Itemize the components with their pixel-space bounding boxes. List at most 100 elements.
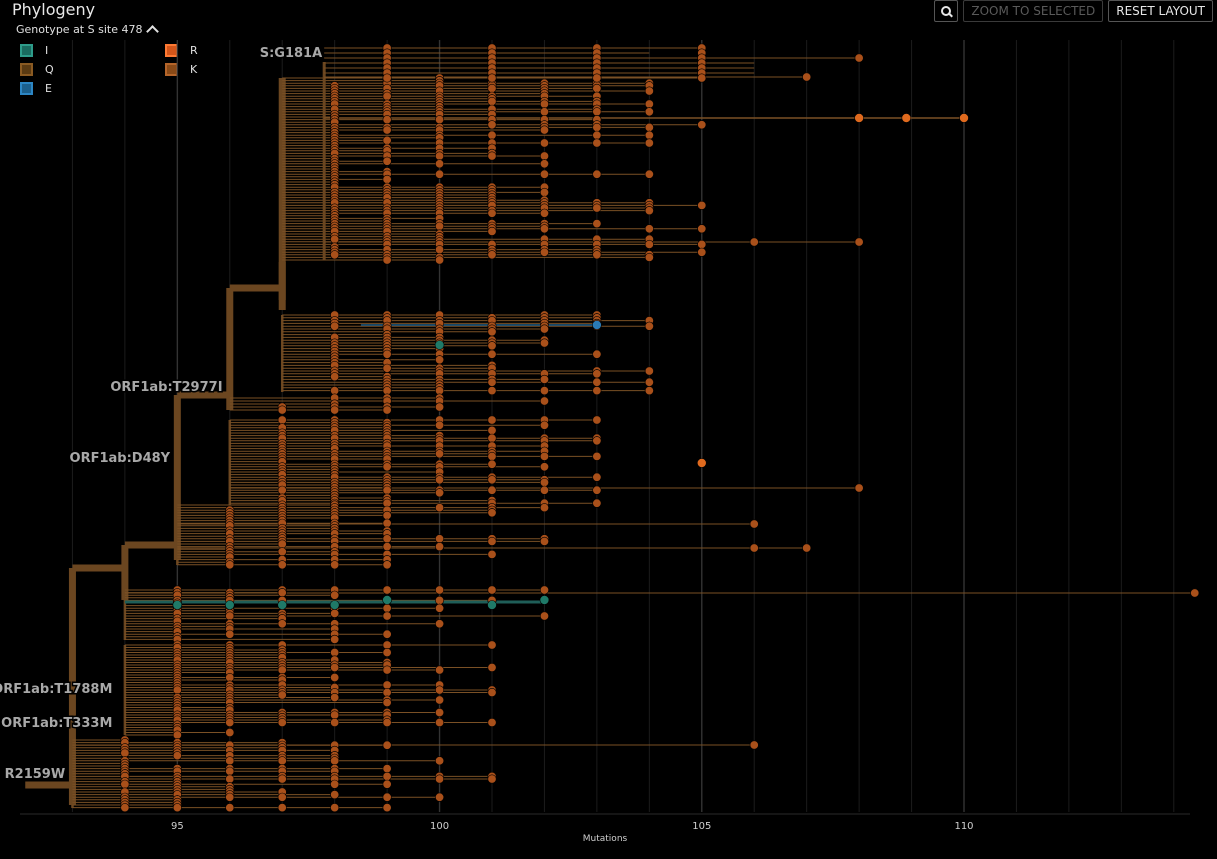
tree-tip[interactable] [487,451,497,461]
tree-tip[interactable] [592,472,602,482]
tree-tip[interactable] [225,611,235,621]
tree-tip[interactable] [539,187,549,197]
tree-tip[interactable] [487,327,497,337]
tree-tip[interactable] [592,83,602,93]
tree-tip[interactable] [592,203,602,213]
tree-tip[interactable] [592,250,602,260]
tree-tip[interactable] [592,320,602,330]
tree-tip[interactable] [277,547,287,557]
tree-tip[interactable] [330,779,340,789]
tree-tip[interactable] [330,672,340,682]
tree-tip[interactable] [644,224,654,234]
tree-tip[interactable] [172,685,182,695]
tree-tip[interactable] [487,549,497,559]
tree-tip[interactable] [435,534,445,544]
tree-tip[interactable] [644,86,654,96]
tree-tip[interactable] [539,396,549,406]
tree-tip[interactable] [382,91,392,101]
tree-tip[interactable] [330,803,340,813]
tree-tip[interactable] [749,740,759,750]
tree-tip[interactable] [539,224,549,234]
tree-tip[interactable] [487,536,497,546]
tree-tip[interactable] [382,485,392,495]
tree-tip[interactable] [435,542,445,552]
tree-tip[interactable] [382,542,392,552]
tree-tip[interactable] [330,590,340,600]
tree-tip[interactable] [854,113,864,123]
tree-tip[interactable] [854,483,864,493]
tree-tip[interactable] [120,748,130,758]
tree-tip[interactable] [120,779,130,789]
tree-tip[interactable] [434,340,445,350]
zoom-button[interactable] [934,0,959,22]
tree-tip[interactable] [382,125,392,135]
tree-tip[interactable] [225,774,235,784]
tree-tip[interactable] [539,503,549,513]
tree-tip[interactable] [487,96,497,106]
tree-tip[interactable] [644,386,654,396]
tree-tip[interactable] [697,120,707,130]
tree-tip[interactable] [539,159,549,169]
tree-tip[interactable] [539,338,549,348]
tree-tip[interactable] [644,206,654,216]
tree-tip[interactable] [330,756,340,766]
tree-tip[interactable] [592,219,602,229]
tree-tip[interactable] [539,420,549,430]
tree-tip[interactable] [487,377,497,387]
tree-tip[interactable] [330,692,340,702]
tree-tip[interactable] [539,451,549,461]
tree-tip[interactable] [435,245,445,255]
legend-item-i[interactable]: I [20,44,48,57]
tree-tip[interactable] [435,475,445,485]
tree-tip[interactable] [382,255,392,265]
tree-tip[interactable] [592,122,602,132]
tree-tip[interactable] [592,436,602,446]
tree-tip[interactable] [435,115,445,125]
tree-tip[interactable] [539,125,549,135]
tree-tip[interactable] [487,83,497,93]
tree-tip[interactable] [644,377,654,387]
tree-tip[interactable] [435,449,445,459]
tree-tip[interactable] [225,560,235,570]
tree-tip[interactable] [277,588,287,598]
tree-tip[interactable] [539,611,549,621]
tree-tip[interactable] [644,321,654,331]
tree-tip[interactable] [487,341,497,351]
tree-tip[interactable] [539,386,549,396]
tree-tip[interactable] [172,803,182,813]
tree-tip[interactable] [330,234,340,244]
tree-tip[interactable] [539,247,549,257]
tree-tip[interactable] [382,792,392,802]
tree-tip[interactable] [487,151,497,161]
tree-tip[interactable] [644,99,654,109]
tree-tip[interactable] [487,386,497,396]
tree-tip[interactable] [644,107,654,117]
tree-tip[interactable] [592,138,602,148]
tree-tip[interactable] [539,585,549,595]
tree-tip[interactable] [592,415,602,425]
tree-tip[interactable] [382,803,392,813]
tree-tip[interactable] [382,603,392,613]
tree-tip[interactable] [435,717,445,727]
tree-tip[interactable] [487,433,497,443]
tree-tip[interactable] [592,485,602,495]
tree-tip[interactable] [277,619,287,629]
tree-tip[interactable] [277,792,287,802]
tree-tips[interactable] [120,43,1200,813]
tree-tip[interactable] [539,324,549,334]
tree-tip[interactable] [277,717,287,727]
tree-tip[interactable] [382,405,392,415]
tree-tip[interactable] [487,687,497,697]
tree-tip[interactable] [539,462,549,472]
tree-tip[interactable] [487,349,497,359]
tree-tip[interactable] [539,208,549,218]
tree-tip[interactable] [435,402,445,412]
tree-tip[interactable] [901,113,912,123]
tree-tip[interactable] [592,169,602,179]
tree-tip[interactable] [435,695,445,705]
tree-tip[interactable] [1190,588,1200,598]
tree-tip[interactable] [435,355,445,365]
tree-tip[interactable] [487,485,497,495]
tree-tip[interactable] [487,585,497,595]
